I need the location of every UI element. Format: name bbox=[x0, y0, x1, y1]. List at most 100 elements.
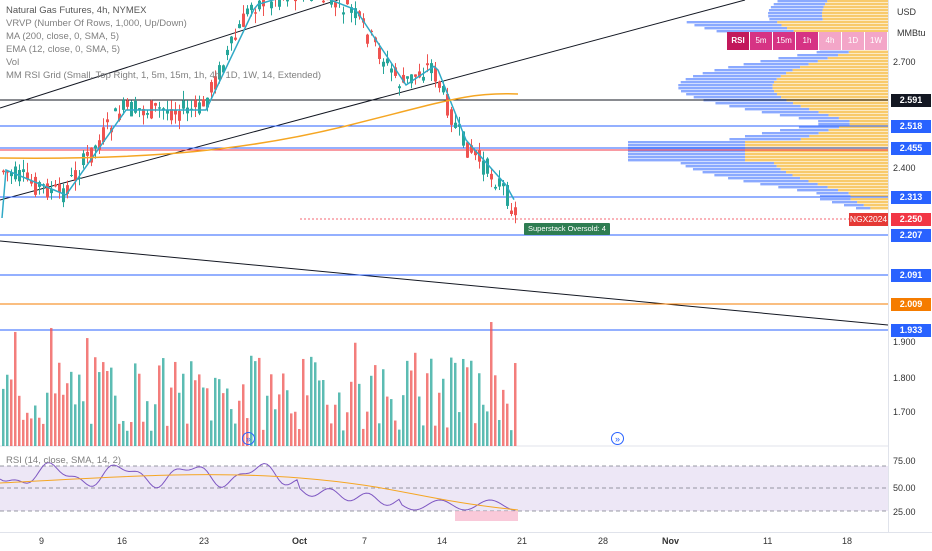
vp-bar-down bbox=[786, 72, 888, 74]
vp-bar-up bbox=[745, 108, 809, 110]
currency-label[interactable]: USD bbox=[897, 7, 916, 17]
vp-bar-down bbox=[849, 192, 888, 194]
vp-bar-up bbox=[714, 69, 792, 71]
candle-body bbox=[94, 146, 97, 149]
legend-mm-rsi-grid[interactable]: MM RSI Grid (Small, Top Right, 1, 5m, 15… bbox=[6, 69, 321, 82]
candle-body bbox=[310, 0, 313, 1]
volume-bar bbox=[330, 423, 333, 446]
vp-bar-down bbox=[870, 207, 888, 209]
vp-bar-up bbox=[769, 9, 823, 11]
vp-bar-up bbox=[686, 93, 777, 95]
vp-bar-up bbox=[694, 24, 781, 26]
time-label: 18 bbox=[842, 536, 852, 546]
vp-bar-up bbox=[686, 165, 777, 167]
candle-body bbox=[34, 177, 37, 195]
volume-bar bbox=[2, 389, 5, 446]
rsi-grid-1d: 1D bbox=[842, 32, 865, 50]
vp-bar-up bbox=[774, 3, 825, 5]
volume-bar bbox=[26, 413, 29, 446]
last-price-tag: 2.250 bbox=[891, 213, 931, 226]
volume-bar bbox=[342, 430, 345, 446]
vp-bar-up bbox=[816, 192, 848, 194]
volume-bar bbox=[38, 418, 41, 446]
candle-body bbox=[406, 76, 409, 79]
vp-bar-down bbox=[839, 117, 888, 119]
vp-bar-up bbox=[628, 156, 745, 158]
vp-bar-down bbox=[818, 60, 888, 62]
candle-body bbox=[514, 207, 517, 215]
time-axis[interactable]: 9 16 23 Oct 7 14 21 28 Nov 11 18 bbox=[0, 532, 932, 551]
volume-bar bbox=[258, 358, 261, 446]
vp-bar-down bbox=[829, 114, 888, 116]
vp-bar-up bbox=[818, 120, 849, 122]
candle-body bbox=[454, 123, 457, 128]
vp-bar-down bbox=[793, 102, 888, 104]
vp-bar-up bbox=[844, 204, 864, 206]
legend-ma200[interactable]: MA (200, close, 0, SMA, 5) bbox=[6, 30, 321, 43]
candle-body bbox=[414, 74, 417, 76]
volume-bar bbox=[102, 362, 105, 446]
unit-label[interactable]: MMBtu bbox=[897, 28, 926, 38]
vp-bar-up bbox=[678, 84, 772, 86]
vp-bar-up bbox=[762, 132, 819, 134]
rsi-axis-label: 75.00 bbox=[893, 456, 916, 466]
price-tag: 2.091 bbox=[891, 269, 931, 282]
vp-bar-up bbox=[628, 141, 745, 143]
volume-bar bbox=[154, 404, 157, 446]
vp-bar-down bbox=[777, 165, 888, 167]
volume-bar bbox=[50, 328, 53, 446]
volume-bar bbox=[186, 424, 189, 446]
volume-bar bbox=[294, 412, 297, 446]
volume-bar bbox=[286, 390, 289, 446]
vp-bar-down bbox=[823, 9, 888, 11]
candle-body bbox=[122, 100, 125, 110]
volume-bar bbox=[46, 393, 49, 446]
vp-bar-up bbox=[818, 123, 849, 125]
symbol-tag: NGX2024 bbox=[849, 213, 888, 226]
vp-bar-down bbox=[801, 138, 888, 140]
legend-ema12[interactable]: EMA (12, close, 0, SMA, 5) bbox=[6, 43, 321, 56]
volume-bar bbox=[282, 373, 285, 446]
candle-body bbox=[134, 101, 137, 113]
volume-bar bbox=[22, 420, 25, 446]
vp-bar-down bbox=[801, 105, 888, 107]
volume-bar bbox=[322, 380, 325, 446]
candle-body bbox=[366, 35, 369, 44]
compare-arrow-icon[interactable]: » bbox=[242, 432, 255, 445]
rsi-grid-4h: 4h bbox=[819, 32, 842, 50]
axis-label: 1.900 bbox=[893, 337, 916, 347]
candle-body bbox=[322, 1, 325, 3]
volume-bar bbox=[182, 374, 185, 446]
volume-bar bbox=[150, 431, 153, 446]
vp-bar-down bbox=[827, 0, 888, 2]
legend-vrvp[interactable]: VRVP (Number Of Rows, 1,000, Up/Down) bbox=[6, 17, 321, 30]
vp-bar-down bbox=[829, 129, 888, 131]
volume-bar bbox=[362, 429, 365, 446]
volume-bar bbox=[126, 431, 129, 446]
axis-label: 1.700 bbox=[893, 407, 916, 417]
vp-bar-up bbox=[743, 180, 808, 182]
volume-bar bbox=[502, 390, 505, 446]
price-axis[interactable]: USD MMBtu 2.700 2.400 1.900 1.800 1.700 … bbox=[888, 0, 932, 532]
volume-bar bbox=[318, 380, 321, 446]
rsi-legend[interactable]: RSI (14, close, SMA, 14, 2) bbox=[6, 455, 121, 466]
volume-bar bbox=[166, 426, 169, 446]
compare-arrow-icon-2[interactable]: » bbox=[611, 432, 624, 445]
vp-bar-down bbox=[850, 123, 888, 125]
volume-bar bbox=[298, 429, 301, 446]
oversold-label: Superstack Oversold: 4 bbox=[524, 223, 610, 235]
rsi-grid-table: RSI 5m 15m 1h 4h 1D 1W bbox=[727, 32, 888, 50]
rsi-axis-label: 25.00 bbox=[893, 507, 916, 517]
volume-bar bbox=[302, 359, 305, 446]
symbol-title[interactable]: Natural Gas Futures, 4h, NYMEX bbox=[6, 4, 321, 17]
vp-bar-down bbox=[774, 90, 888, 92]
vp-bar-up bbox=[768, 15, 822, 17]
legend-vol[interactable]: Vol bbox=[6, 56, 321, 69]
candle-body bbox=[398, 86, 401, 88]
candle-body bbox=[482, 160, 485, 174]
candle-body bbox=[194, 100, 197, 107]
volume-bar bbox=[254, 361, 257, 446]
vp-bar-up bbox=[693, 168, 781, 170]
volume-bar bbox=[90, 424, 93, 446]
vp-bar-up bbox=[817, 51, 849, 53]
